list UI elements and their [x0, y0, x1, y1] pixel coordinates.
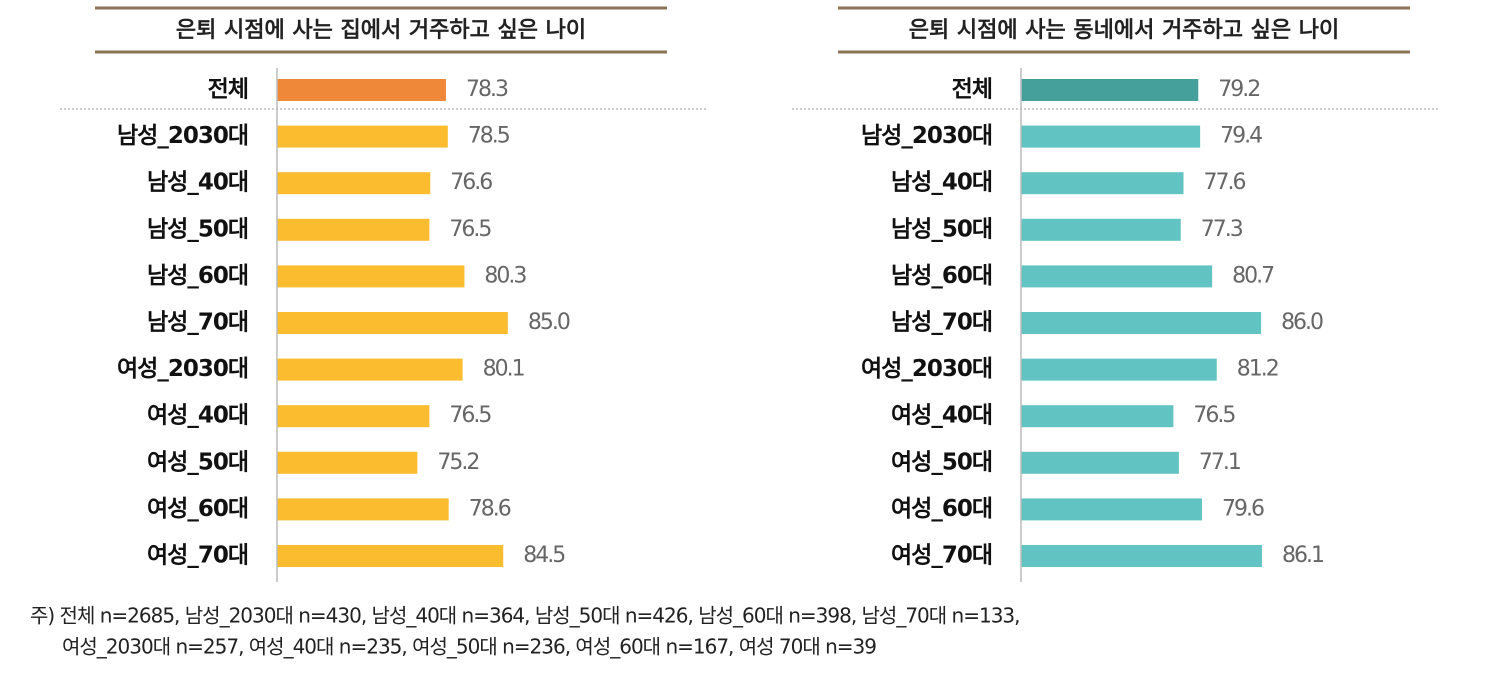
value-label: 77.1 — [1199, 450, 1240, 475]
value-label: 76.5 — [449, 217, 491, 242]
category-label: 여성_50대 — [147, 449, 248, 475]
value-label: 80.7 — [1232, 263, 1274, 288]
value-label: 86.1 — [1282, 543, 1323, 568]
bar — [1021, 265, 1213, 288]
value-label: 80.3 — [484, 263, 526, 288]
value-label: 79.6 — [1222, 496, 1264, 521]
category-label: 남성_40대 — [147, 170, 248, 196]
bar — [277, 79, 446, 101]
value-label: 86.0 — [1281, 310, 1323, 335]
bar — [277, 172, 431, 195]
category-label: 여성_70대 — [891, 543, 992, 569]
value-label: 79.2 — [1218, 77, 1259, 102]
bar — [1021, 218, 1181, 241]
bar — [1021, 79, 1199, 101]
bar — [277, 498, 449, 521]
category-label: 여성_50대 — [891, 449, 992, 475]
category-label: 여성_40대 — [891, 403, 992, 429]
value-label: 75.2 — [437, 450, 478, 475]
value-label: 81.2 — [1237, 357, 1278, 382]
category-label: 여성_60대 — [891, 496, 992, 522]
category-label: 남성_2030대 — [861, 123, 992, 149]
category-label: 남성_50대 — [147, 216, 248, 242]
bar — [1021, 545, 1262, 567]
chart-title: 은퇴 시점에 사는 동네에서 거주하고 싶은 나이 — [909, 18, 1340, 43]
category-label: 전체 — [208, 77, 248, 103]
note: 주) 전체 n=2685, 남성_2030대 n=430, 남성_40대 n=3… — [30, 604, 1020, 628]
category-label: 여성_2030대 — [117, 356, 248, 382]
category-label: 여성_40대 — [147, 403, 248, 429]
bar — [277, 451, 418, 474]
category-label: 여성_60대 — [147, 496, 248, 522]
bar — [277, 312, 508, 334]
category-label: 여성_2030대 — [861, 356, 992, 382]
value-label: 76.5 — [449, 403, 491, 428]
bar — [277, 265, 465, 288]
bar — [1021, 172, 1184, 195]
value-label: 84.5 — [523, 543, 565, 568]
value-label: 78.5 — [468, 124, 510, 149]
bar — [1021, 312, 1262, 334]
bar — [1021, 451, 1179, 474]
value-label: 80.1 — [483, 357, 524, 382]
bar — [277, 358, 463, 381]
value-label: 77.6 — [1204, 170, 1246, 195]
bar — [277, 405, 430, 428]
bar — [1021, 498, 1202, 521]
category-label: 남성_60대 — [147, 263, 248, 289]
value-label: 78.3 — [466, 77, 508, 102]
bar — [277, 125, 448, 148]
category-label: 남성_70대 — [147, 310, 248, 336]
category-label: 남성_50대 — [891, 216, 992, 242]
bar — [1021, 358, 1217, 381]
category-label: 남성_40대 — [891, 170, 992, 196]
category-label: 전체 — [952, 77, 992, 103]
category-label: 남성_60대 — [891, 263, 992, 289]
bar — [1021, 405, 1174, 428]
value-label: 77.3 — [1201, 217, 1243, 242]
category-label: 남성_2030대 — [117, 123, 248, 149]
chart-title: 은퇴 시점에 사는 집에서 거주하고 싶은 나이 — [176, 18, 586, 43]
value-label: 76.5 — [1193, 403, 1235, 428]
value-label: 76.6 — [450, 170, 492, 195]
bar — [277, 545, 504, 567]
bar — [277, 218, 430, 241]
value-label: 79.4 — [1220, 124, 1262, 149]
category-label: 여성_70대 — [147, 543, 248, 569]
bar — [1021, 125, 1201, 148]
category-label: 남성_70대 — [891, 310, 992, 336]
value-label: 78.6 — [469, 496, 511, 521]
value-label: 85.0 — [528, 310, 570, 335]
note: 여성_2030대 n=257, 여성_40대 n=235, 여성_50대 n=2… — [62, 635, 876, 659]
